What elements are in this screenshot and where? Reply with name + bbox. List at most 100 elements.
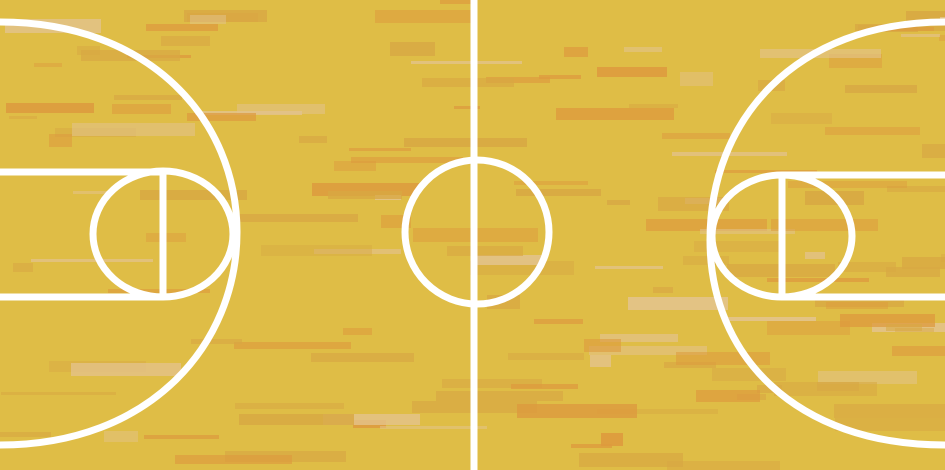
wood-plank-streak xyxy=(404,138,527,147)
wood-plank-streak xyxy=(411,61,522,64)
wood-plank-streak xyxy=(607,200,630,205)
wood-plank-streak xyxy=(351,157,463,163)
wood-plank-streak xyxy=(838,262,896,272)
wood-plank-streak xyxy=(314,249,401,254)
wood-plank-streak xyxy=(771,219,878,231)
wood-plank-streak xyxy=(788,181,907,188)
wood-plank-streak xyxy=(653,287,673,293)
wood-plank-streak xyxy=(845,85,917,93)
left-free-throw-circle xyxy=(89,167,237,301)
wood-plank-streak xyxy=(597,409,718,414)
wood-plank-streak xyxy=(334,161,376,171)
left-three-point-arc xyxy=(0,18,241,449)
wood-plank-streak xyxy=(299,136,327,143)
wood-plank-streak xyxy=(715,170,817,173)
wood-plank-streak xyxy=(175,455,292,464)
wood-plank-streak xyxy=(906,11,945,21)
wood-plank-streak xyxy=(595,266,663,269)
wood-plank-streak xyxy=(34,63,62,67)
wood-plank-streak xyxy=(826,302,888,309)
wood-plank-streak xyxy=(486,77,550,83)
wood-plank-streak xyxy=(534,319,583,324)
wood-plank-streak xyxy=(436,391,563,401)
wood-plank-streak xyxy=(757,385,782,393)
wood-plank-streak xyxy=(104,431,138,442)
wood-plank-streak xyxy=(31,259,153,262)
wood-plank-streak xyxy=(834,404,945,418)
wood-plank-streak xyxy=(514,181,588,185)
center-circle xyxy=(401,156,553,308)
wood-plank-streak xyxy=(579,453,683,467)
right-free-throw-circle xyxy=(708,171,856,301)
wood-plank-streak xyxy=(624,47,662,52)
wood-plank-streak xyxy=(683,256,729,265)
wood-plank-streak xyxy=(589,346,707,355)
wood-plank-streak xyxy=(239,414,354,425)
wood-plank-streak xyxy=(261,245,372,256)
wood-plank-streak xyxy=(628,297,728,310)
wood-plank-streak xyxy=(140,190,247,200)
wood-plank-streak xyxy=(112,104,171,114)
wood-plank-streak xyxy=(564,47,588,57)
wood-plank-streak xyxy=(646,219,767,231)
wood-plank-streak xyxy=(454,106,480,109)
wood-plank-streak xyxy=(696,390,760,402)
wood-plank-streak xyxy=(727,317,816,321)
wood-plank-streak xyxy=(311,353,414,362)
wood-plank-streak xyxy=(187,113,256,121)
wood-plank-streak xyxy=(323,414,420,425)
wood-plank-streak xyxy=(817,382,859,391)
wood-plank-streak xyxy=(440,0,473,4)
wood-plank-streak xyxy=(629,104,678,108)
wood-plank-streak xyxy=(887,186,945,192)
wood-plank-streak xyxy=(71,363,181,376)
wood-plank-streak xyxy=(680,72,713,86)
wood-plank-streak xyxy=(825,127,920,135)
wood-plank-streak xyxy=(72,123,195,136)
wood-plank-streak xyxy=(380,426,487,429)
wood-plank-streak xyxy=(442,379,542,388)
wood-plank-streak xyxy=(328,191,402,199)
wood-plank-streak xyxy=(840,314,935,327)
wood-plank-streak xyxy=(571,444,612,448)
wood-plank-streak xyxy=(902,257,945,269)
wood-plank-streak xyxy=(712,368,786,381)
wood-plank-streak xyxy=(1,392,116,395)
wood-plank-streak xyxy=(922,144,945,158)
wood-plank-streak xyxy=(667,461,780,470)
wood-plank-streak xyxy=(517,404,637,418)
wood-plank-streak xyxy=(343,328,372,335)
wood-plank-streak xyxy=(556,108,674,120)
wood-plank-streak xyxy=(77,46,100,55)
wood-plank-streak xyxy=(0,432,51,437)
wood-plank-streak xyxy=(516,189,601,196)
wood-plank-streak xyxy=(601,433,623,446)
wood-plank-streak xyxy=(508,353,584,360)
wood-plank-streak xyxy=(771,113,832,124)
wood-plank-streak xyxy=(818,371,917,384)
wood-plank-streak xyxy=(805,252,825,259)
wood-plank-streak xyxy=(476,255,543,265)
wood-plank-streak xyxy=(941,254,945,262)
wood-plank-streak xyxy=(676,352,770,365)
wood-plank-streak xyxy=(901,34,940,37)
wood-plank-streak xyxy=(390,42,435,56)
wood-plank-streak xyxy=(694,241,781,252)
wood-plank-streak xyxy=(144,435,219,439)
wood-plank-streak xyxy=(590,355,611,367)
wood-plank-streak xyxy=(114,95,182,100)
wood-plank-streak xyxy=(539,75,581,79)
wood-plank-streak xyxy=(9,116,37,119)
wood-plank-streak xyxy=(662,133,730,139)
wood-plank-streak xyxy=(108,289,210,293)
wood-plank-streak xyxy=(835,418,945,431)
wood-plank-streak xyxy=(597,67,667,77)
wood-plank-streak xyxy=(511,384,578,389)
wood-plank-streak xyxy=(229,214,358,222)
wood-plank-streak xyxy=(888,27,934,31)
wood-plank-streak xyxy=(892,346,945,356)
